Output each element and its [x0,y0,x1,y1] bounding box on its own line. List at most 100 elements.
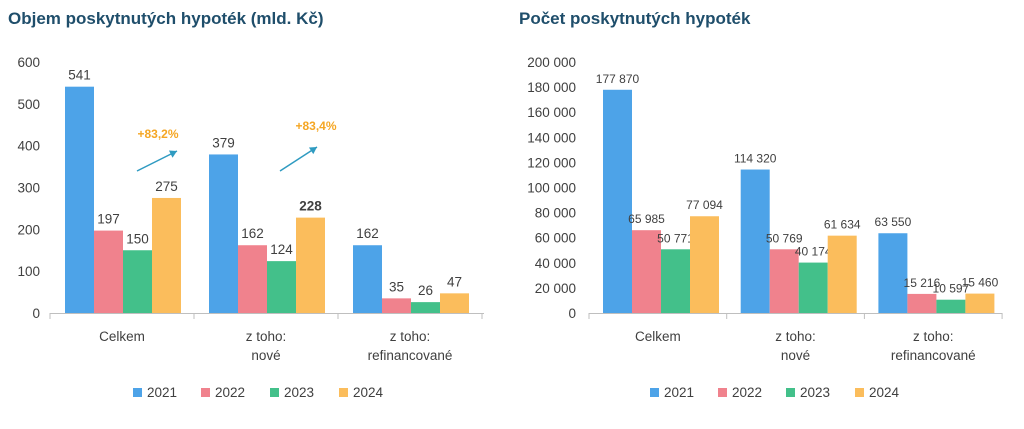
data-label: 26 [418,283,433,298]
growth-arrow-head [168,150,177,158]
data-label: 228 [299,199,322,214]
category-label: refinancované [368,348,453,363]
y-tick-label: 0 [568,306,576,321]
bar-2021 [603,89,632,313]
legend-label: 2023 [284,385,314,400]
bar-2021 [353,245,382,313]
bar-2024 [827,235,857,313]
category-label: Celkem [99,329,145,344]
legend-swatch [786,388,795,397]
data-label: 47 [447,274,462,289]
bar-2024 [440,293,469,313]
data-label: 40 174 [795,245,832,259]
bar-2023 [267,261,296,313]
bar-2022 [238,245,267,313]
data-label: 35 [389,279,404,294]
bar-2021 [65,86,94,313]
y-tick-label: 200 [17,222,40,237]
data-label: 77 094 [686,198,723,212]
data-label: 50 769 [766,231,803,245]
legend-swatch [650,388,659,397]
legend-swatch [339,388,348,397]
y-tick-label: 200 000 [527,55,576,70]
data-label: 63 550 [875,215,912,229]
data-label: 197 [97,212,120,227]
data-label: 177 870 [596,72,640,86]
category-label: Celkem [635,329,681,344]
bar-2022 [382,298,411,313]
data-label: 61 634 [824,218,861,232]
legend-swatch [855,388,864,397]
left-chart-title: Objem poskytnutých hypoték (mld. Kč) [8,9,324,28]
bar-2024 [690,216,719,313]
bar-2022 [769,249,799,313]
bar-2021 [209,154,238,313]
y-tick-label: 80 000 [535,206,576,221]
bar-2024 [965,293,995,313]
legend-swatch [201,388,210,397]
data-label: 124 [270,242,293,257]
legend-label: 2021 [664,385,694,400]
category-label: z toho: [913,329,954,344]
data-label: 114 320 [734,152,777,166]
growth-arrow-head [308,147,317,155]
bar-2022 [632,230,661,313]
y-tick-label: 300 [17,181,40,196]
category-label: refinancované [891,348,976,363]
legend-swatch [718,388,727,397]
data-label: 541 [68,68,91,83]
growth-annotation: +83,2% [137,127,178,141]
data-label: 162 [356,226,379,241]
bar-2024 [152,197,181,313]
y-tick-label: 600 [17,55,40,70]
data-label: 15 460 [962,276,999,290]
bar-2022 [94,230,123,313]
data-label: 50 771 [657,231,694,245]
data-label: 162 [241,226,264,241]
category-label: z toho: [390,329,431,344]
volume-chart: 0 100 200 300 400 500 600 541 379 162 197 162 35 150 1… [17,55,484,400]
bar-2023 [798,262,828,313]
y-tick-label: 500 [17,97,40,112]
bar-2023 [123,250,152,313]
growth-annotation: +83,4% [295,119,336,133]
legend-label: 2022 [732,385,762,400]
y-tick-label: 400 [17,139,40,154]
bar-2021 [878,233,908,313]
y-tick-label: 60 000 [535,231,576,246]
bar-2023 [936,299,966,313]
y-tick-label: 0 [32,306,40,321]
y-tick-label: 140 000 [527,130,576,145]
legend-swatch [133,388,142,397]
y-tick-label: 100 [17,264,40,279]
legend-label: 2021 [147,385,177,400]
data-label: 150 [126,231,149,246]
data-label: 275 [155,179,178,194]
legend-label: 2023 [800,385,830,400]
bar-2024 [296,217,325,313]
category-label: nové [781,348,810,363]
bar-2023 [661,249,690,313]
growth-arrow [279,146,318,172]
legend-swatch [270,388,279,397]
data-label: 65 985 [628,212,665,226]
bar-2022 [907,293,937,313]
right-chart-title: Počet poskytnutých hypoték [519,9,751,28]
y-tick-label: 40 000 [535,256,576,271]
legend-label: 2022 [215,385,245,400]
y-tick-label: 20 000 [535,281,576,296]
category-label: nové [251,348,280,363]
data-label: 15 216 [904,276,941,290]
count-chart: 0 20 000 40 000 60 000 80 000 100 000 120 000 1… [527,55,1003,400]
legend-label: 2024 [869,385,900,400]
y-tick-label: 180 000 [527,80,576,95]
data-label: 10 597 [933,282,970,296]
legend-label: 2024 [353,385,384,400]
y-tick-label: 120 000 [527,155,576,170]
growth-arrow [136,150,178,172]
bar-2021 [740,169,770,313]
bar-2023 [411,302,440,313]
category-label: z toho: [246,329,287,344]
y-tick-label: 160 000 [527,105,576,120]
